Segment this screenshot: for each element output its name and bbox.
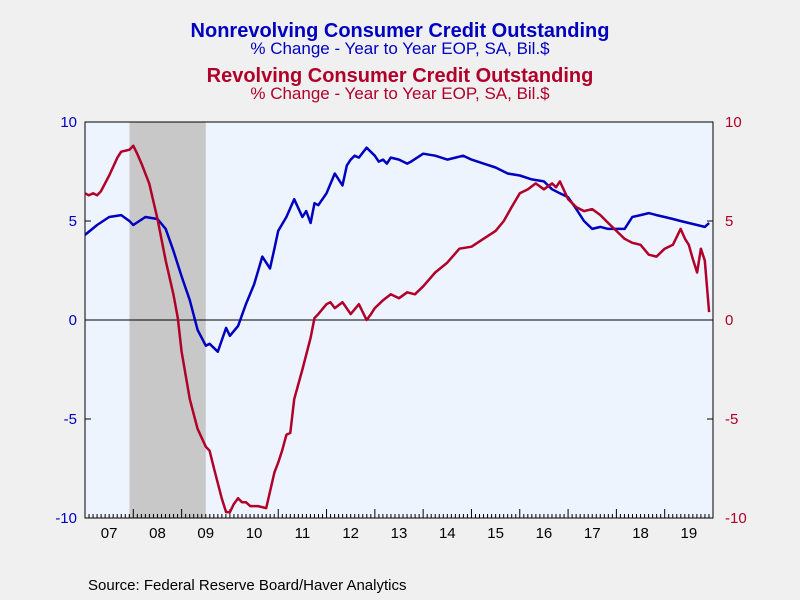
x-tick-label: 14 — [439, 525, 456, 542]
y-tick-label-left: -5 — [64, 411, 77, 428]
x-tick-label: 10 — [246, 525, 263, 542]
x-tick-label: 11 — [295, 525, 311, 542]
series1-title: Nonrevolving Consumer Credit Outstanding — [190, 20, 610, 42]
y-tick-label-right: 0 — [725, 312, 733, 329]
y-tick-label-right: 5 — [725, 213, 733, 230]
x-tick-label: 08 — [149, 525, 166, 542]
series2-title: Revolving Consumer Credit Outstanding — [206, 65, 594, 87]
x-tick-label: 09 — [197, 525, 214, 542]
nonrevolving-line — [84, 146, 710, 353]
x-tick-label: 13 — [391, 525, 408, 542]
x-tick-label: 19 — [681, 525, 698, 542]
source-note: Source: Federal Reserve Board/Haver Anal… — [88, 577, 407, 594]
y-tick-label-left: -10 — [55, 510, 77, 527]
y-tick-label-left: 0 — [69, 312, 77, 329]
x-tick-label: 16 — [536, 525, 553, 542]
series1-subtitle: % Change - Year to Year EOP, SA, Bil.$ — [250, 39, 550, 58]
y-tick-label-right: -5 — [725, 411, 738, 428]
series2-subtitle: % Change - Year to Year EOP, SA, Bil.$ — [250, 84, 550, 103]
x-tick-label: 07 — [101, 525, 118, 542]
y-tick-label-left: 5 — [69, 213, 77, 230]
y-tick-label-left: 10 — [60, 114, 77, 131]
x-tick-label: 18 — [632, 525, 649, 542]
revolving-line — [84, 144, 711, 514]
x-tick-label: 12 — [342, 525, 359, 542]
y-tick-label-right: -10 — [725, 510, 747, 527]
x-tick-label: 17 — [584, 525, 601, 542]
y-tick-label-right: 10 — [725, 114, 742, 131]
x-tick-label: 15 — [487, 525, 504, 542]
